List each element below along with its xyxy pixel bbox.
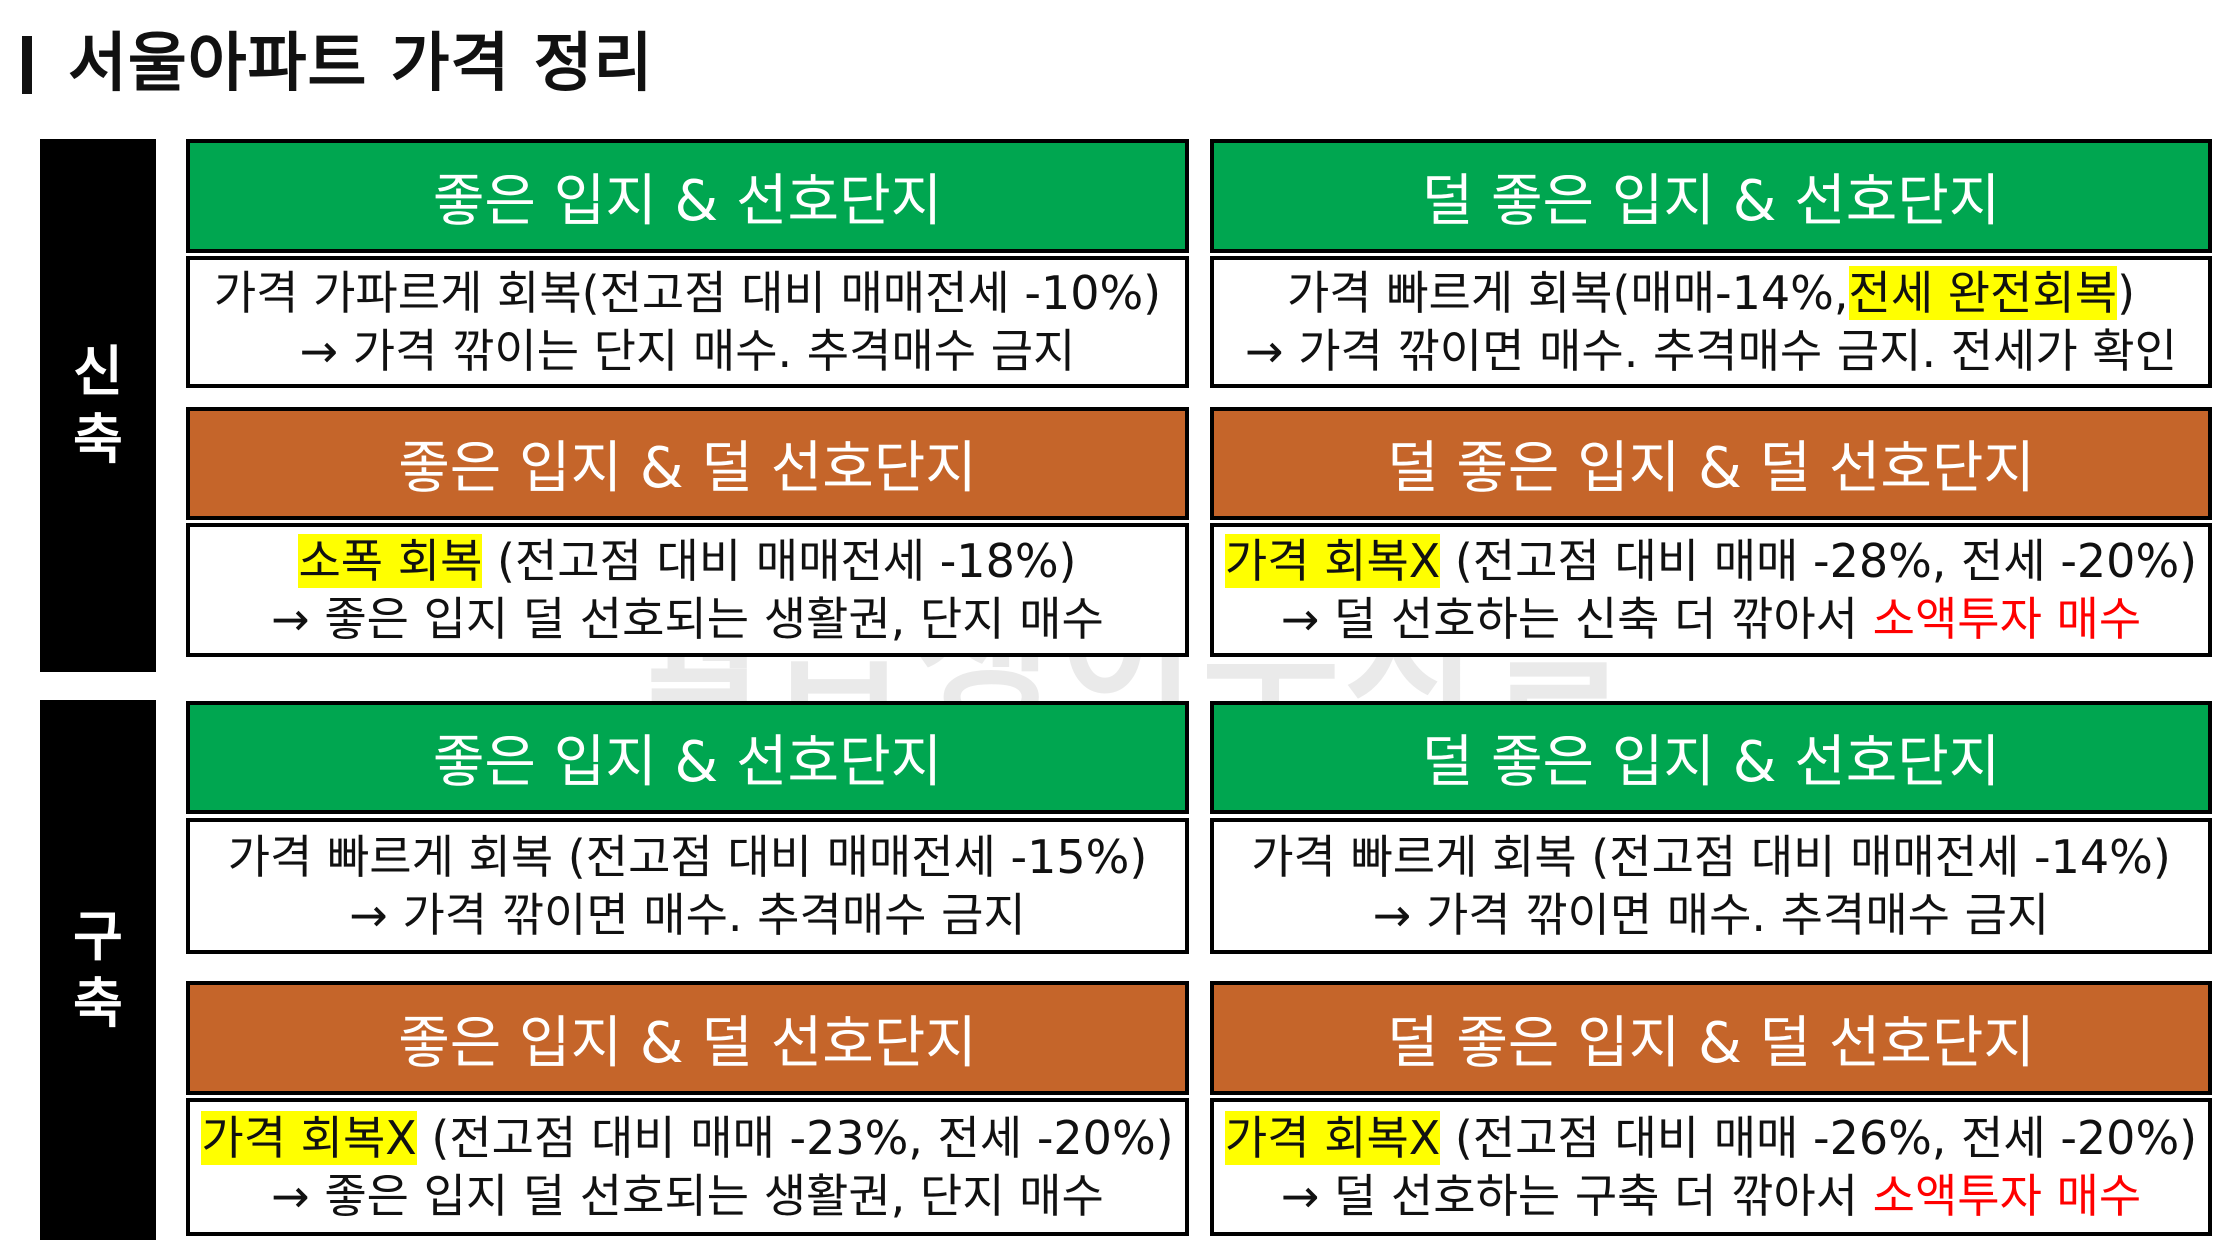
highlight-text: 전세 완전회복: [1848, 266, 2118, 320]
desc-text: → 덜 선호하는 구축 더 깎아서: [1280, 1169, 1873, 1223]
section-label-old-build: 구축: [40, 700, 156, 1240]
desc-line-2: → 가격 깎이면 매수. 추격매수 금지: [349, 886, 1025, 944]
desc-text: → 좋은 입지 덜 선호되는 생활권, 단지 매수: [271, 1169, 1104, 1223]
emphasis-text: 소액투자 매수: [1872, 592, 2142, 646]
desc-line-2: → 좋은 입지 덜 선호되는 생활권, 단지 매수: [271, 1167, 1104, 1225]
header-less-good-location-less-preferred: 덜 좋은 입지 & 덜 선호단지: [1210, 981, 2212, 1095]
highlight-text: 가격 회복X: [201, 1111, 417, 1165]
desc-text: (전고점 대비 매매 -26%, 전세 -20%): [1440, 1111, 2198, 1165]
desc-text: (전고점 대비 매매전세 -18%): [482, 534, 1077, 588]
desc-good-location-less-preferred: 소폭 회복 (전고점 대비 매매전세 -18%) → 좋은 입지 덜 선호되는 …: [186, 523, 1189, 657]
title-accent-bar: [22, 36, 32, 94]
desc-less-good-location-preferred: 가격 빠르게 회복 (전고점 대비 매매전세 -14%) → 가격 깎이면 매수…: [1210, 818, 2212, 954]
desc-text: → 가격 깎이는 단지 매수. 추격매수 금지: [299, 324, 1076, 378]
desc-text: 가격 가파르게 회복(전고점 대비 매매전세 -10%): [213, 266, 1162, 320]
desc-line-2: → 가격 깎이면 매수. 추격매수 금지: [1373, 886, 2049, 944]
section-label-text: 신축: [73, 340, 123, 471]
desc-line-1: 가격 빠르게 회복(매매-14%,전세 완전회복): [1287, 264, 2135, 322]
header-good-location-preferred: 좋은 입지 & 선호단지: [186, 701, 1189, 814]
desc-line-1: 가격 회복X (전고점 대비 매매 -26%, 전세 -20%): [1224, 1109, 2198, 1167]
desc-good-location-preferred: 가격 빠르게 회복 (전고점 대비 매매전세 -15%) → 가격 깎이면 매수…: [186, 818, 1189, 954]
desc-less-good-location-less-preferred: 가격 회복X (전고점 대비 매매 -26%, 전세 -20%) → 덜 선호하…: [1210, 1098, 2212, 1236]
desc-text: (전고점 대비 매매 -23%, 전세 -20%): [416, 1111, 1174, 1165]
section-label-text: 구축: [73, 904, 123, 1036]
desc-less-good-location-less-preferred: 가격 회복X (전고점 대비 매매 -28%, 전세 -20%) → 덜 선호하…: [1210, 523, 2212, 657]
desc-line-1: 가격 회복X (전고점 대비 매매 -28%, 전세 -20%): [1224, 532, 2198, 590]
desc-line-1: 가격 빠르게 회복 (전고점 대비 매매전세 -15%): [228, 828, 1148, 886]
desc-text: ): [2117, 266, 2136, 320]
header-good-location-less-preferred: 좋은 입지 & 덜 선호단지: [186, 981, 1189, 1095]
desc-text: 가격 빠르게 회복(매매-14%,: [1286, 266, 1849, 320]
desc-text: (전고점 대비 매매 -28%, 전세 -20%): [1440, 534, 2198, 588]
desc-line-2: → 가격 깎이면 매수. 추격매수 금지. 전세가 확인: [1245, 322, 2177, 380]
desc-line-1: 가격 빠르게 회복 (전고점 대비 매매전세 -14%): [1251, 828, 2171, 886]
header-good-location-less-preferred: 좋은 입지 & 덜 선호단지: [186, 407, 1189, 520]
desc-less-good-location-preferred: 가격 빠르게 회복(매매-14%,전세 완전회복) → 가격 깎이면 매수. 추…: [1210, 256, 2212, 388]
emphasis-text: 소액투자 매수: [1872, 1169, 2142, 1223]
desc-good-location-preferred: 가격 가파르게 회복(전고점 대비 매매전세 -10%) → 가격 깎이는 단지…: [186, 256, 1189, 388]
desc-line-2: → 가격 깎이는 단지 매수. 추격매수 금지: [300, 322, 1076, 380]
header-less-good-location-less-preferred: 덜 좋은 입지 & 덜 선호단지: [1210, 407, 2212, 520]
header-less-good-location-preferred: 덜 좋은 입지 & 선호단지: [1210, 701, 2212, 814]
desc-line-1: 소폭 회복 (전고점 대비 매매전세 -18%): [298, 532, 1077, 590]
desc-line-2: → 덜 선호하는 구축 더 깎아서 소액투자 매수: [1281, 1167, 2141, 1225]
desc-text: 가격 빠르게 회복 (전고점 대비 매매전세 -14%): [1251, 830, 2171, 884]
highlight-text: 가격 회복X: [1224, 1111, 1441, 1165]
header-less-good-location-preferred: 덜 좋은 입지 & 선호단지: [1210, 139, 2212, 253]
desc-line-2: → 덜 선호하는 신축 더 깎아서 소액투자 매수: [1281, 590, 2141, 648]
highlight-text: 가격 회복X: [1224, 534, 1441, 588]
desc-line-2: → 좋은 입지 덜 선호되는 생활권, 단지 매수: [271, 590, 1104, 648]
desc-line-1: 가격 회복X (전고점 대비 매매 -23%, 전세 -20%): [201, 1109, 1174, 1167]
desc-text: → 좋은 입지 덜 선호되는 생활권, 단지 매수: [271, 592, 1104, 646]
desc-good-location-less-preferred: 가격 회복X (전고점 대비 매매 -23%, 전세 -20%) → 좋은 입지…: [186, 1098, 1189, 1236]
page-title: 서울아파트 가격 정리: [68, 27, 654, 101]
desc-text: → 덜 선호하는 신축 더 깎아서: [1280, 592, 1873, 646]
desc-text: → 가격 깎이면 매수. 추격매수 금지: [349, 888, 1026, 942]
section-label-new-build: 신축: [40, 139, 156, 672]
desc-line-1: 가격 가파르게 회복(전고점 대비 매매전세 -10%): [214, 264, 1161, 322]
desc-text: → 가격 깎이면 매수. 추격매수 금지. 전세가 확인: [1245, 324, 2177, 378]
highlight-text: 소폭 회복: [298, 534, 483, 588]
desc-text: → 가격 깎이면 매수. 추격매수 금지: [1372, 888, 2050, 942]
header-good-location-preferred: 좋은 입지 & 선호단지: [186, 139, 1189, 253]
desc-text: 가격 빠르게 회복 (전고점 대비 매매전세 -15%): [227, 830, 1148, 884]
